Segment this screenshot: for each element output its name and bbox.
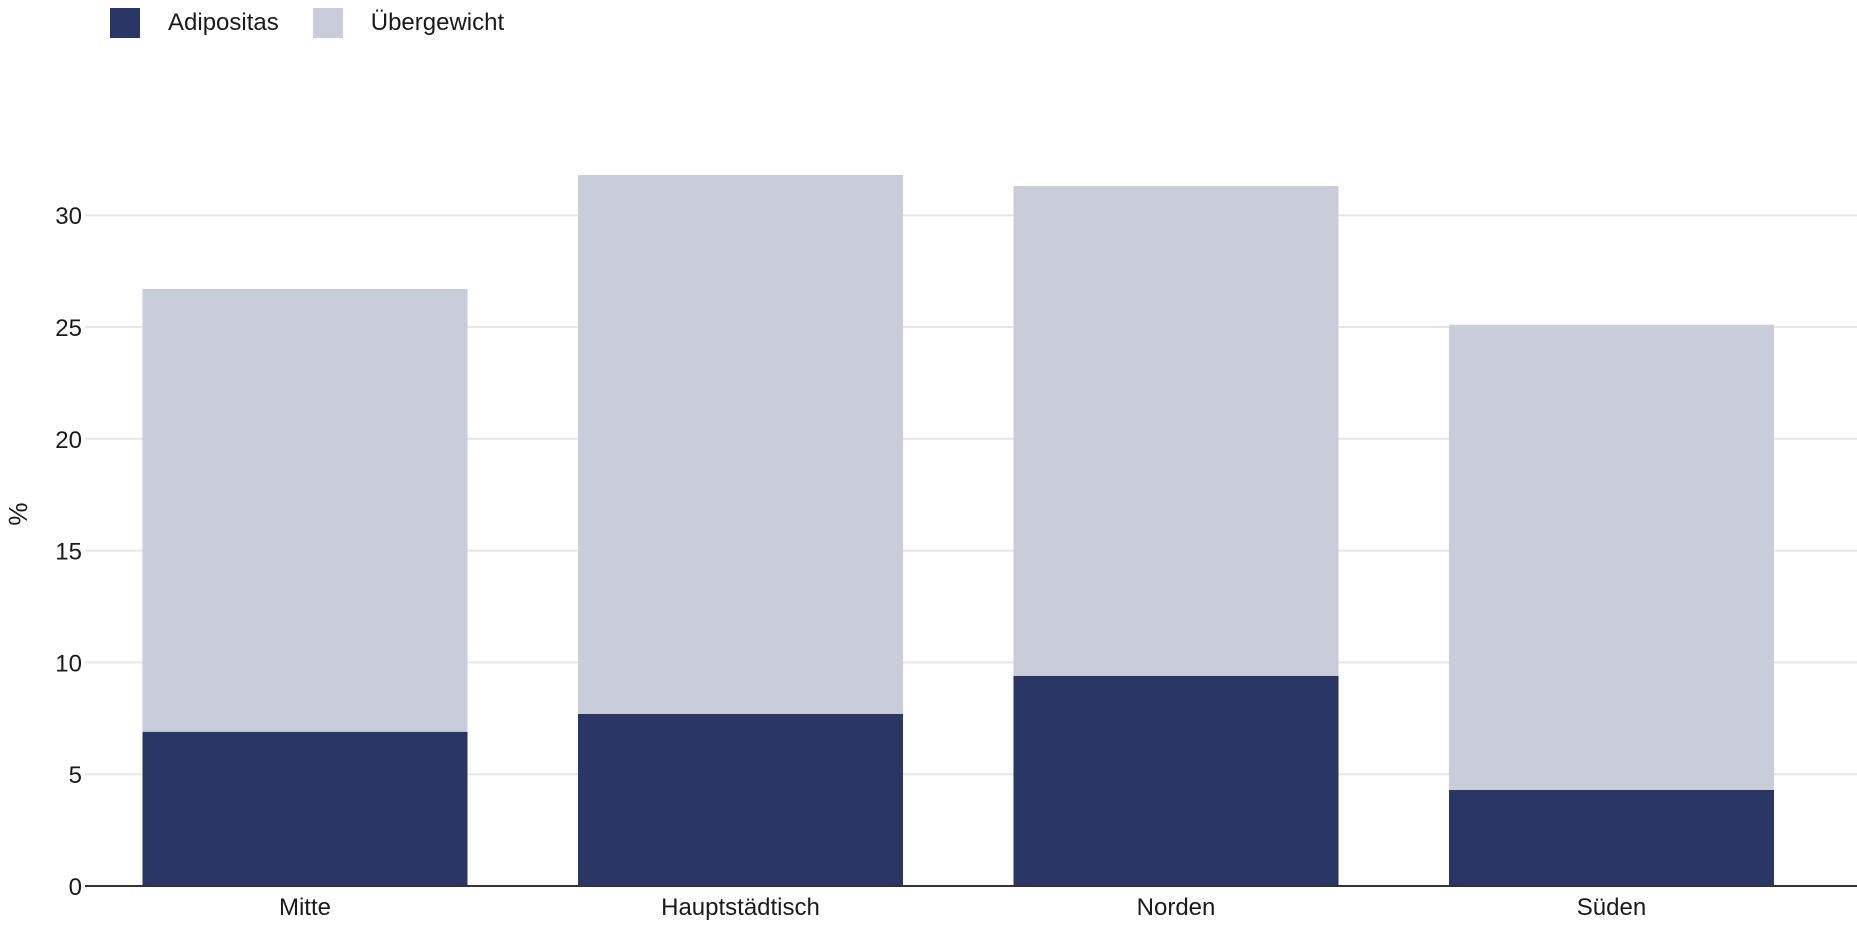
bar-adipositas	[1449, 789, 1774, 886]
bar-adipositas	[578, 713, 903, 886]
y-tick-label: 10	[55, 650, 82, 677]
y-tick-label: 5	[69, 762, 82, 789]
legend-swatch-uebergewicht	[312, 8, 343, 38]
legend-item-uebergewicht: Übergewicht	[312, 8, 505, 38]
y-axis-label: %	[3, 502, 33, 525]
x-tick-label: Norden	[1137, 894, 1216, 921]
y-tick-label: 0	[69, 874, 82, 901]
bar-uebergewicht	[578, 174, 903, 714]
x-tick-label: Süden	[1577, 894, 1646, 921]
x-tick-label: Hauptstädtisch	[661, 894, 820, 921]
axes: 0 5 10 15 20 25 30 Mitte Hauptstädtisch Norden Süd…	[55, 203, 1857, 921]
legend-label-adipositas: Adipositas	[168, 9, 279, 36]
bar-adipositas	[1013, 675, 1339, 886]
legend-label-uebergewicht: Übergewicht	[370, 9, 505, 36]
x-tick-label: Mitte	[279, 894, 331, 921]
y-tick-label: 25	[55, 315, 82, 342]
bar-uebergewicht	[1013, 186, 1339, 676]
bar-adipositas	[142, 731, 468, 886]
legend-swatch-adipositas	[110, 8, 140, 38]
y-tick-label: 20	[55, 427, 82, 454]
bars	[142, 174, 1774, 886]
y-tick-label: 30	[55, 203, 82, 230]
bar-uebergewicht	[142, 288, 468, 732]
chart-legend: Adipositas Übergewicht	[110, 8, 538, 38]
bar-uebergewicht	[1449, 324, 1774, 790]
legend-item-adipositas: Adipositas	[110, 8, 279, 38]
y-tick-label: 15	[55, 539, 82, 566]
